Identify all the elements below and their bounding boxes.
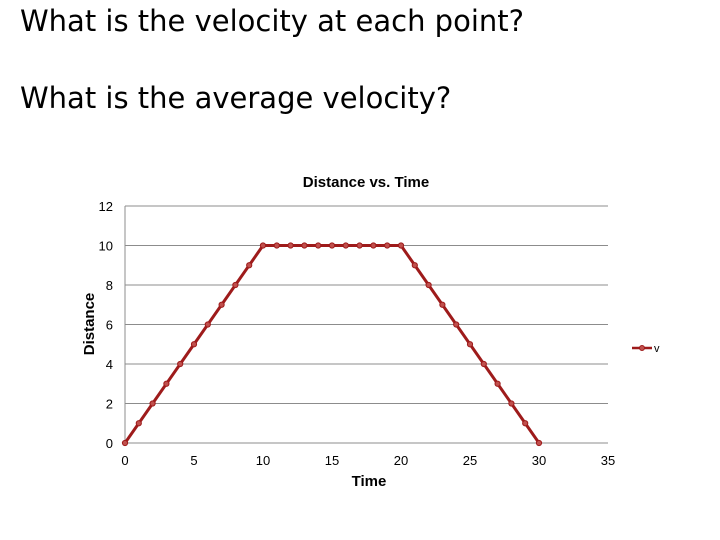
data-point bbox=[218, 301, 225, 308]
data-point bbox=[246, 262, 253, 269]
data-point bbox=[190, 341, 198, 348]
data-point bbox=[301, 242, 308, 249]
y-tick-label-2: 2 bbox=[106, 397, 113, 412]
data-point bbox=[204, 321, 211, 328]
data-point bbox=[522, 420, 529, 427]
x-tick-label-25: 25 bbox=[463, 453, 477, 468]
y-tick-labels: 0 2 4 6 8 10 12 bbox=[99, 199, 113, 451]
data-point bbox=[494, 380, 501, 387]
data-point bbox=[177, 360, 184, 368]
x-tick-labels: 0 5 10 15 20 25 30 35 bbox=[121, 453, 615, 468]
y-axis-title: Distance bbox=[81, 293, 98, 356]
data-point bbox=[356, 242, 363, 249]
x-tick-label-5: 5 bbox=[190, 453, 197, 468]
data-point bbox=[163, 380, 170, 387]
x-tick-label-30: 30 bbox=[532, 453, 546, 468]
question-average-velocity: What is the average velocity? bbox=[20, 81, 452, 115]
y-tick-label-4: 4 bbox=[106, 357, 113, 372]
x-tick-label-0: 0 bbox=[121, 453, 128, 468]
data-point bbox=[232, 281, 239, 289]
gridlines bbox=[125, 205, 608, 444]
y-tick-label-0: 0 bbox=[106, 436, 113, 451]
data-point bbox=[466, 341, 474, 348]
data-point bbox=[342, 242, 349, 249]
data-point bbox=[411, 262, 418, 269]
y-tick-label-12: 12 bbox=[99, 199, 113, 214]
data-point bbox=[453, 321, 460, 328]
y-tick-label-8: 8 bbox=[106, 278, 113, 293]
data-point bbox=[287, 242, 294, 249]
y-tick-label-6: 6 bbox=[106, 318, 113, 333]
data-point bbox=[135, 420, 142, 427]
legend: v bbox=[632, 343, 660, 355]
chart-title: Distance vs. Time bbox=[303, 174, 429, 191]
data-point bbox=[397, 242, 405, 249]
series-line-v bbox=[123, 244, 541, 444]
x-tick-label-15: 15 bbox=[325, 453, 339, 468]
data-point bbox=[259, 242, 267, 249]
legend-marker bbox=[639, 345, 645, 351]
data-point bbox=[480, 360, 487, 368]
data-point bbox=[384, 242, 391, 249]
legend-label-v: v bbox=[654, 343, 660, 355]
data-point bbox=[439, 301, 446, 308]
x-axis-title: Time bbox=[352, 473, 387, 490]
data-point bbox=[328, 242, 336, 249]
series-v bbox=[121, 242, 543, 447]
data-point bbox=[508, 400, 515, 407]
data-point bbox=[535, 439, 543, 447]
data-point bbox=[149, 400, 156, 407]
data-point bbox=[121, 439, 129, 447]
data-point bbox=[425, 281, 432, 289]
x-tick-label-10: 10 bbox=[256, 453, 270, 468]
data-point bbox=[273, 242, 280, 249]
question-velocity-each-point: What is the velocity at each point? bbox=[20, 4, 525, 38]
data-point bbox=[315, 242, 322, 249]
y-tick-label-10: 10 bbox=[99, 239, 113, 254]
x-tick-label-35: 35 bbox=[601, 453, 615, 468]
x-tick-label-20: 20 bbox=[394, 453, 408, 468]
data-point bbox=[370, 242, 377, 249]
